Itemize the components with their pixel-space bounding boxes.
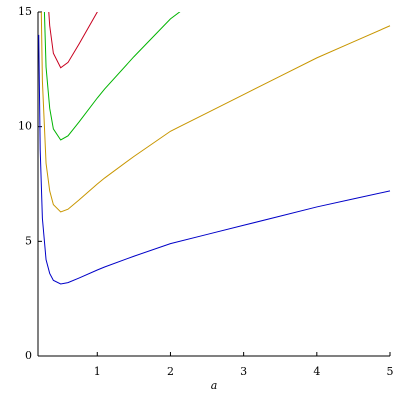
curve: [48, 12, 98, 69]
x-tick-label: 4: [313, 365, 320, 378]
curve: [38, 34, 391, 285]
x-axis-label: a: [211, 379, 218, 392]
plot-area: [38, 12, 391, 285]
y-tick-label: 10: [18, 120, 32, 133]
x-tick-label: 5: [387, 365, 394, 378]
y-tick-label: 5: [25, 234, 32, 247]
y-tick-label: 15: [18, 5, 32, 18]
x-tick-label: 2: [167, 365, 174, 378]
x-tick-label: 1: [94, 365, 101, 378]
y-tick-label: 0: [25, 349, 32, 362]
x-tick-label: 3: [240, 365, 247, 378]
curve: [43, 12, 181, 141]
curve: [40, 12, 391, 213]
